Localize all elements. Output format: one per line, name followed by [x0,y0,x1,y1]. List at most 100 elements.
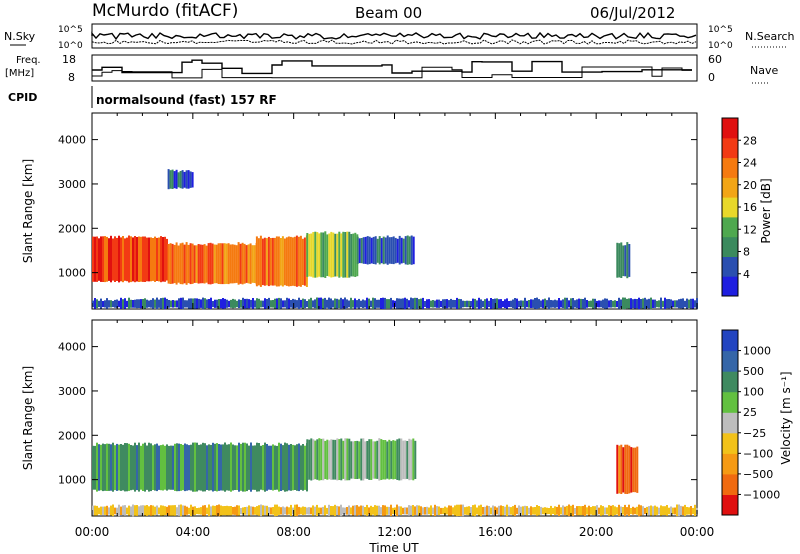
power-cell-region-7 [236,300,238,308]
velocity-cell-region-3 [554,506,556,515]
power-colorbar-tick-label: 20 [743,179,757,192]
velocity-cell-region-0 [272,444,274,491]
velocity-cell-region-3 [226,505,228,516]
velocity-cell-region-3 [220,505,222,516]
velocity-cell-region-3 [538,506,540,516]
velocity-cell-region-0 [92,445,94,490]
power-cell-region-3 [328,233,331,277]
power-cell-region-1 [223,243,226,285]
power-cell-region-7 [364,300,366,308]
velocity-colorbar-tick-label: 25 [743,406,757,419]
power-cell-region-6 [177,172,180,188]
velocity-cell-region-1 [386,441,389,479]
velocity-cell-region-3 [490,507,492,515]
power-cell-region-1 [237,242,240,285]
velocity-cell-region-3 [560,507,562,515]
power-cell-region-7 [108,300,110,308]
power-cell-region-3 [338,231,341,278]
power-cell-region-7 [190,298,192,309]
cpid-value: normalsound (fast) 157 RF [96,93,277,107]
power-cell-region-6 [169,170,172,189]
power-cell-region-7 [306,301,308,308]
velocity-cell-region-0 [224,442,226,492]
velocity-cell-region-3 [262,505,264,516]
velocity-cell-region-3 [522,506,524,516]
velocity-cell-region-0 [216,443,218,492]
velocity-cell-region-3 [286,506,288,515]
power-cell-region-7 [292,298,294,309]
velocity-cell-region-3 [604,507,606,515]
power-cell-region-7 [580,298,582,309]
power-cell-region-7 [314,299,316,309]
velocity-cell-region-3 [92,505,94,516]
velocity-cell-region-3 [124,505,126,516]
velocity-colorbar-tick-label: 100 [743,386,764,399]
power-cell-region-7 [142,299,144,309]
velocity-cell-region-3 [190,504,192,517]
power-cell-region-3 [346,231,349,278]
velocity-ytick-label: 3000 [58,385,86,398]
power-cell-region-7 [526,300,528,308]
velocity-cell-region-3 [630,508,632,515]
power-cell-region-4 [406,235,409,265]
power-cell-region-7 [340,297,342,309]
power-cell-region-0 [100,236,102,282]
power-cell-region-7 [532,299,534,308]
velocity-cell-region-3 [548,508,550,515]
power-cell-region-7 [642,298,644,309]
velocity-cell-region-3 [458,504,460,516]
velocity-cell-region-1 [370,439,373,480]
power-cell-region-7 [238,299,240,308]
velocity-cell-region-0 [110,444,112,491]
power-colorbar-tick-label: 24 [743,157,757,170]
velocity-colorbar-swatch [722,350,738,372]
velocity-cell-region-3 [366,504,368,516]
velocity-cell-region-3 [208,504,210,517]
velocity-cell-region-3 [654,505,656,516]
velocity-cell-region-0 [208,444,210,491]
power-cell-region-7 [150,299,152,308]
velocity-cell-region-1 [306,439,309,480]
power-cell-region-7 [462,300,464,308]
power-cell-region-7 [608,300,610,308]
power-cell-region-1 [249,243,252,284]
velocity-cell-region-3 [292,507,294,515]
velocity-cell-region-3 [314,506,316,515]
velocity-colorbar-swatch [722,412,738,434]
power-cell-region-2 [273,237,276,286]
velocity-cell-region-3 [452,507,454,515]
velocity-cell-region-3 [472,505,474,516]
power-cell-region-7 [240,299,242,308]
velocity-cell-region-3 [542,507,544,515]
velocity-cell-region-3 [514,504,516,516]
nave-tick-low: 0 [708,71,715,84]
power-cell-region-1 [175,242,178,285]
power-colorbar-swatch [722,276,738,297]
velocity-cell-region-3 [658,507,660,515]
power-cell-region-7 [362,299,364,308]
velocity-cell-region-3 [674,507,676,515]
velocity-cell-region-3 [118,504,120,517]
power-cell-region-7 [574,300,576,308]
power-colorbar-tick-label: 12 [743,223,757,236]
power-cell-region-2 [301,238,304,285]
velocity-cell-region-3 [474,504,476,517]
power-cell-region-7 [458,298,460,309]
velocity-cell-region-1 [394,440,397,479]
velocity-cell-region-3 [222,506,224,516]
power-cell-region-6 [181,170,184,189]
velocity-cell-region-0 [266,444,268,491]
velocity-cell-region-3 [138,506,140,516]
power-cell-region-7 [578,298,580,309]
cpid-label: CPID [8,91,37,104]
velocity-cell-region-0 [188,445,190,491]
power-cell-region-2 [281,236,284,287]
power-cell-region-1 [191,243,194,284]
power-cell-region-7 [210,297,212,310]
power-cell-region-7 [484,299,486,309]
velocity-cell-region-3 [406,507,408,515]
velocity-cell-region-1 [336,438,339,481]
power-ytick-label: 2000 [58,222,86,235]
velocity-cell-region-0 [96,442,98,492]
velocity-cell-region-3 [656,506,658,515]
